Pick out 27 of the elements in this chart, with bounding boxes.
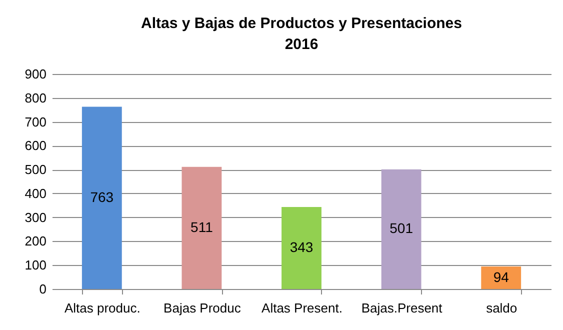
bar xyxy=(481,266,522,289)
x-tick-label: saldo xyxy=(486,300,518,316)
y-tick-label: 0 xyxy=(39,282,46,296)
y-tick-label: 600 xyxy=(24,138,46,154)
data-label: 343 xyxy=(290,239,314,256)
y-tick-label: 300 xyxy=(24,210,46,225)
data-label: 94 xyxy=(493,268,510,285)
chart-subtitle: 2016 xyxy=(284,36,318,53)
y-tick-label: 500 xyxy=(24,162,46,178)
chart-title: Altas y Bajas de Productos y Presentaciones xyxy=(141,15,462,32)
x-tick-label: Bajas Produc xyxy=(164,300,242,316)
y-tick-label: 400 xyxy=(24,186,46,201)
x-tick-label: Altas Present. xyxy=(262,300,342,316)
bar xyxy=(82,106,122,289)
y-tick-label: 200 xyxy=(24,234,46,249)
bar xyxy=(182,166,222,289)
x-tick-label: Bajas.Present xyxy=(361,300,443,316)
data-label: 763 xyxy=(90,188,114,205)
y-tick-label: 700 xyxy=(24,114,46,130)
x-tick-label: Altas produc. xyxy=(64,300,140,316)
y-tick-label: 900 xyxy=(24,66,46,82)
data-label: 511 xyxy=(190,218,214,235)
y-tick-label: 100 xyxy=(24,258,46,273)
data-label: 501 xyxy=(390,220,414,236)
bar xyxy=(282,207,322,289)
y-tick-label: 800 xyxy=(24,90,46,106)
bar xyxy=(381,169,422,289)
